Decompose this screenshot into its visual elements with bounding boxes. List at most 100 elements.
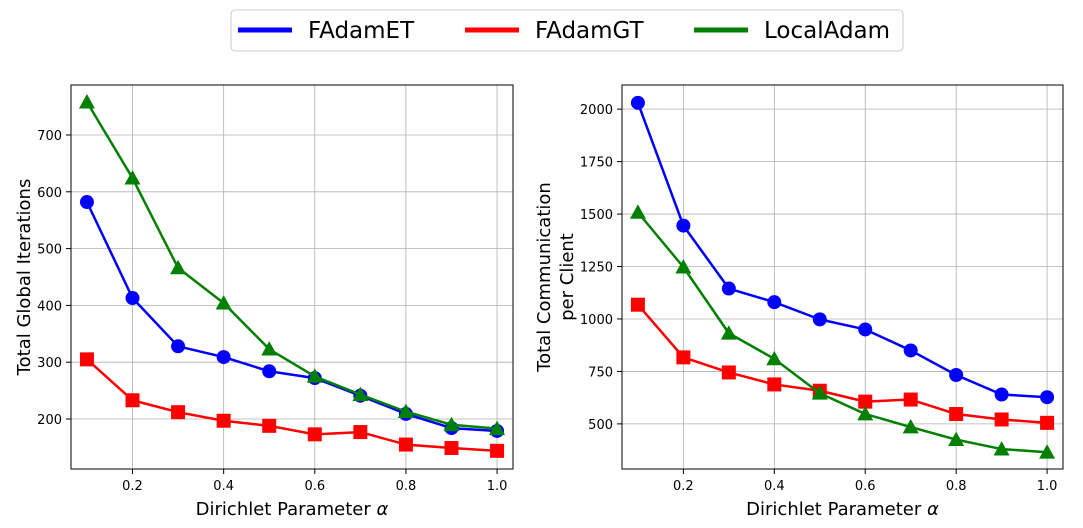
data-point-localadam [397,403,414,419]
series-line-fadamet [636,102,1048,399]
data-point-fadamgt [858,394,873,409]
series-fadamet [79,195,505,438]
data-point-localadam [124,170,141,185]
right-chart-panel: 0.2 0.4 0.6 0.8 1.0 500 750 1000 1250 1500 1750 200… [534,84,1064,520]
data-point-fadamgt [1040,415,1055,430]
x-tick-label: 0.6 [304,479,325,494]
x-axis-ticks: 0.2 0.4 0.6 0.8 1.0 [673,469,1057,494]
data-point-localadam [352,386,369,401]
data-point-fadamet [79,195,94,210]
x-axis-label: Dirichlet Parameter α [746,499,939,520]
data-point-localadam [78,94,95,109]
x-tick-label: 1.0 [1037,479,1058,494]
legend-box [230,9,904,52]
data-point-fadamet [721,281,736,296]
y-tick-label: 2000 [580,103,613,118]
x-tick-label: 0.2 [122,479,143,494]
series-line-fadamgt [636,303,1048,425]
series-line-localadam [85,101,498,430]
legend-label-fadamgt: FAdamGT [535,18,645,44]
data-point-localadam [948,431,965,447]
x-tick-label: 1.0 [487,479,508,494]
x-axis-label: Dirichlet Parameter α [196,499,389,520]
data-point-fadamgt [353,425,368,440]
x-tick-label: 0.4 [764,479,785,494]
data-point-fadamet [858,322,873,337]
legend-label-fadamet: FAdamET [308,18,415,44]
data-point-localadam [629,204,646,219]
data-point-fadamgt [262,418,277,433]
series-line-fadamet [85,201,498,433]
x-tick-label: 0.6 [855,479,876,494]
data-point-fadamet [262,364,277,379]
data-point-fadamgt [171,405,186,420]
y-tick-label: 500 [588,418,613,433]
y-tick-label: 200 [37,413,62,428]
y-axis-label: Total Communication [534,182,555,373]
data-point-fadamet [949,367,964,382]
data-point-localadam [720,325,737,340]
data-point-fadamet [125,291,140,306]
data-point-fadamgt [994,412,1009,427]
data-point-fadamgt [216,413,231,428]
data-point-localadam [443,416,460,432]
data-point-fadamgt [307,427,322,442]
legend: FAdamET FAdamGT LocalAdam [230,9,904,52]
data-point-fadamgt [721,365,736,380]
y-axis-ticks: 200 300 400 500 600 700 [37,129,71,428]
series-fadamgt [79,352,505,458]
data-point-fadamet [676,218,691,233]
x-tick-label: 0.8 [396,479,417,494]
y-tick-label: 600 [37,186,62,201]
series-line-localadam [636,211,1048,454]
y-axis-ticks: 500 750 1000 1250 1500 1750 2000 [580,103,622,433]
grid [71,85,513,469]
data-point-fadamet [171,339,186,354]
data-point-fadamgt [767,377,782,392]
data-point-fadamet [812,312,827,327]
data-point-fadamet [903,343,918,358]
y-tick-label: 1750 [580,156,613,171]
data-point-localadam [170,259,187,275]
data-point-fadamgt [949,407,964,422]
y-axis-label: per Client [557,233,578,321]
data-point-fadamgt [490,443,505,458]
data-point-fadamgt [444,440,459,455]
y-tick-label: 300 [37,356,62,371]
series-line-fadamgt [86,358,498,453]
y-tick-label: 1250 [580,261,613,276]
legend-item-localadam: LocalAdam [694,18,890,44]
data-point-localadam [489,420,506,436]
data-point-localadam [902,419,919,434]
data-point-localadam [261,341,278,356]
data-point-localadam [306,368,323,383]
data-point-fadamgt [125,393,140,408]
x-tick-label: 0.4 [213,479,234,494]
legend-item-fadamet: FAdamET [238,18,415,44]
data-point-localadam [1039,444,1056,459]
legend-label-localadam: LocalAdam [764,18,890,44]
data-point-fadamgt [398,437,413,452]
series-localadam [629,204,1056,459]
data-point-localadam [675,259,692,274]
x-axis-ticks: 0.2 0.4 0.6 0.8 1.0 [122,469,507,494]
data-point-fadamgt [676,350,691,365]
data-point-localadam [811,385,828,400]
plot-frame [621,84,1064,470]
y-tick-label: 750 [588,365,613,380]
legend-item-fadamgt: FAdamGT [465,18,645,44]
data-point-localadam [993,441,1010,456]
data-point-fadamgt [903,392,918,407]
y-tick-label: 700 [37,129,62,144]
y-tick-label: 1000 [580,313,613,328]
grid [622,85,1063,469]
x-tick-label: 0.8 [946,479,967,494]
data-point-fadamet [1040,390,1055,405]
data-point-fadamet [216,350,231,365]
series-fadamgt [630,297,1055,430]
data-point-localadam [857,406,874,421]
data-point-localadam [766,350,783,366]
data-point-fadamet [994,387,1009,402]
y-axis-label: Total Global Iterations [14,179,35,377]
y-tick-label: 1500 [580,208,613,223]
